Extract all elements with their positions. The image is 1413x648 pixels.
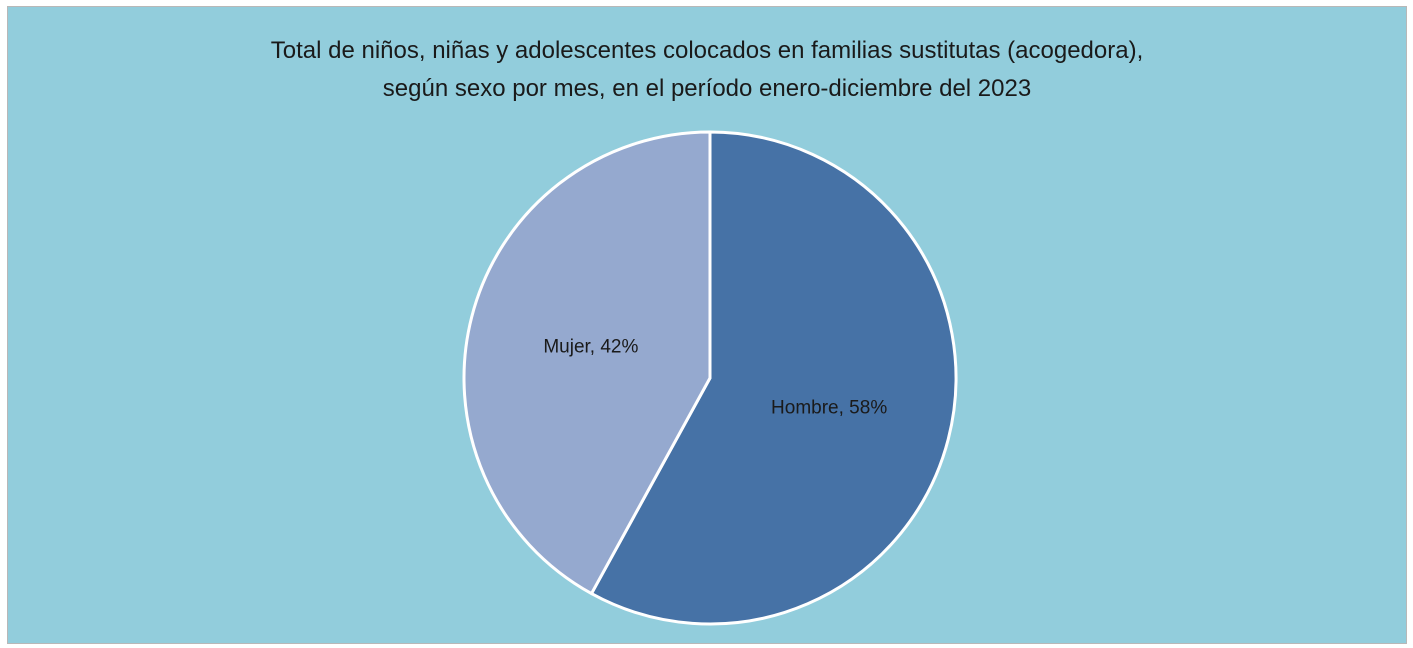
pie-slice-mujer <box>462 130 712 596</box>
chart-title-line-1: Total de niños, niñas y adolescentes col… <box>270 37 1144 64</box>
data-label-hombre: Hombre, 58% <box>771 398 887 419</box>
data-label-mujer: Mujer, 42% <box>543 336 638 357</box>
chart-title-line-2: según sexo por mes, en el período enero-… <box>382 75 1032 102</box>
chart-area: Total de niños, niñas y adolescentes col… <box>7 6 1407 644</box>
pie-chart: Hombre, 58% Mujer, 42% <box>462 130 958 626</box>
chart-title: Total de niños, niñas y adolescentes col… <box>8 32 1406 108</box>
pie-slice-hombre <box>589 130 958 626</box>
